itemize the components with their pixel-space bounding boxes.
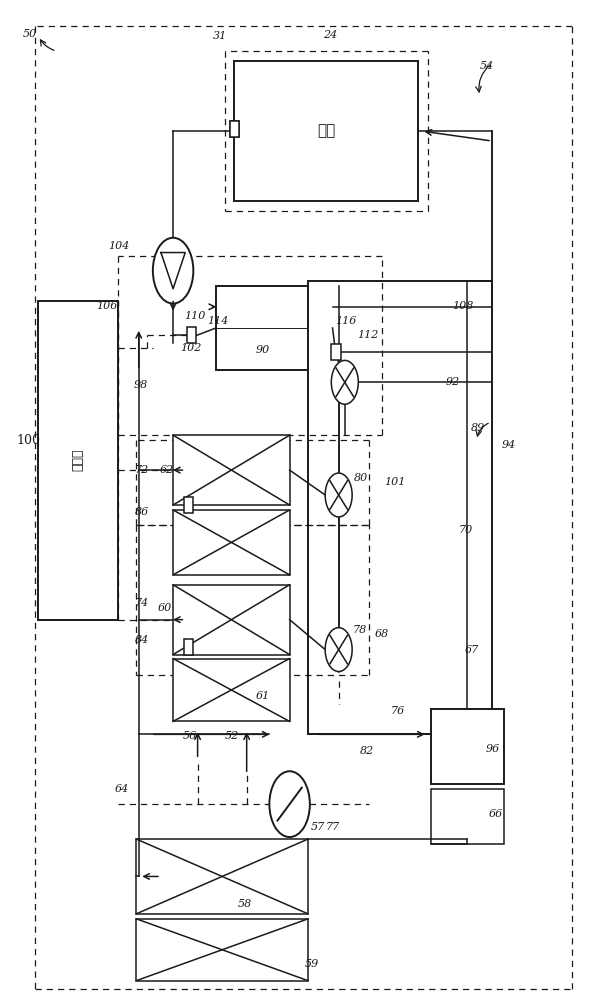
- Text: 104: 104: [108, 241, 130, 251]
- Text: 76: 76: [391, 706, 405, 716]
- Text: 77: 77: [325, 822, 339, 832]
- Text: 64: 64: [115, 784, 129, 794]
- Bar: [235, 61, 418, 201]
- Text: 70: 70: [458, 525, 472, 535]
- Text: 52: 52: [225, 731, 240, 741]
- Text: 56: 56: [182, 731, 197, 741]
- Text: 31: 31: [213, 31, 227, 41]
- Text: 24: 24: [323, 30, 338, 40]
- Text: 50: 50: [23, 29, 37, 39]
- Circle shape: [153, 238, 193, 304]
- Text: 78: 78: [352, 625, 367, 635]
- Text: 86: 86: [135, 507, 149, 517]
- Text: 116: 116: [336, 316, 357, 326]
- Bar: [216, 286, 333, 370]
- Text: 89: 89: [471, 423, 485, 433]
- Bar: [184, 497, 193, 513]
- Text: 60: 60: [158, 603, 172, 613]
- Bar: [230, 121, 240, 137]
- Bar: [431, 789, 505, 844]
- Text: 82: 82: [360, 746, 375, 756]
- Bar: [308, 281, 492, 734]
- Text: 66: 66: [489, 809, 503, 819]
- Text: 80: 80: [354, 473, 368, 483]
- Text: 61: 61: [256, 691, 270, 701]
- Bar: [230, 121, 240, 137]
- Bar: [173, 659, 290, 721]
- Bar: [38, 301, 118, 620]
- Text: 59: 59: [305, 959, 319, 969]
- Text: 110: 110: [184, 311, 206, 321]
- Text: 108: 108: [452, 301, 474, 311]
- Text: 100: 100: [17, 434, 41, 447]
- Text: 114: 114: [207, 316, 228, 326]
- Text: 62: 62: [160, 465, 174, 475]
- Circle shape: [269, 771, 310, 837]
- Text: 101: 101: [384, 477, 406, 487]
- Text: 96: 96: [486, 744, 500, 754]
- Bar: [136, 839, 308, 914]
- Bar: [431, 709, 505, 784]
- Text: 112: 112: [357, 330, 378, 340]
- Bar: [173, 510, 290, 575]
- Bar: [187, 327, 197, 343]
- Text: 电池: 电池: [317, 124, 336, 139]
- Text: 67: 67: [464, 645, 479, 655]
- Text: 68: 68: [375, 629, 389, 639]
- Text: 74: 74: [135, 598, 149, 608]
- Text: 90: 90: [256, 345, 270, 355]
- Text: 57: 57: [311, 822, 325, 832]
- Circle shape: [325, 473, 352, 517]
- Bar: [184, 639, 193, 655]
- Text: 54: 54: [480, 61, 494, 71]
- Circle shape: [331, 360, 359, 404]
- Text: 102: 102: [180, 343, 202, 353]
- Text: 94: 94: [501, 440, 516, 450]
- Text: 92: 92: [446, 377, 460, 387]
- Text: 98: 98: [133, 380, 147, 390]
- Text: 58: 58: [238, 899, 252, 909]
- Bar: [136, 919, 308, 981]
- Bar: [173, 585, 290, 655]
- Circle shape: [325, 628, 352, 672]
- Bar: [173, 435, 290, 505]
- Bar: [331, 344, 341, 360]
- Text: 控制器: 控制器: [71, 449, 84, 471]
- Text: 84: 84: [135, 635, 149, 645]
- Text: 106: 106: [97, 301, 118, 311]
- Text: 72: 72: [135, 465, 149, 475]
